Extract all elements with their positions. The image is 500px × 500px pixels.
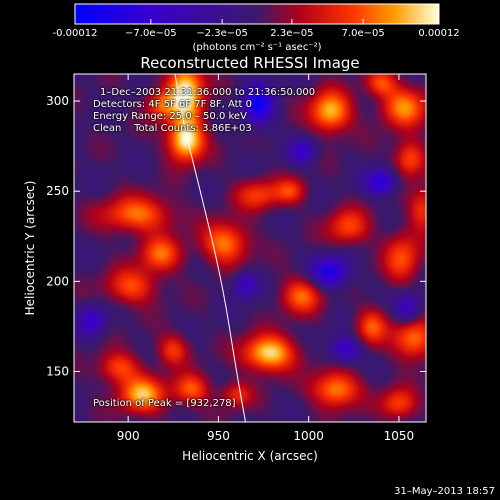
heatmap-image xyxy=(74,74,426,422)
x-axis-label: Heliocentric X (arcsec) xyxy=(182,449,318,463)
annotation-energy: Energy Range: 25.0 – 50.0 keV xyxy=(93,111,247,122)
colorbar-tick-label: 0.00012 xyxy=(418,28,459,39)
annotation-peak: Position of Peak = [932,278] xyxy=(93,398,236,409)
colorbar xyxy=(74,3,440,25)
x-tick-label: 1000 xyxy=(293,429,324,443)
colorbar-tick-label: −2.3e−05 xyxy=(196,28,248,39)
x-tick-label: 1050 xyxy=(384,429,415,443)
y-axis-ticks: 150 200 250 300 xyxy=(46,94,426,379)
colorbar-tick-label: -0.00012 xyxy=(53,28,98,39)
annotation-clean: Clean Total Counts: 3.86E+03 xyxy=(93,123,252,134)
x-axis-ticks: 900 950 1000 1050 xyxy=(117,74,414,443)
x-tick-label: 900 xyxy=(117,429,140,443)
y-axis-label: Heliocentric Y (arcsec) xyxy=(23,181,37,316)
colorbar-units: (photons cm⁻² s⁻¹ asec⁻²) xyxy=(192,42,321,53)
annotation-time: 1–Dec–2003 21:31:36.000 to 21:36:50.000 xyxy=(100,87,316,98)
solar-limb-line xyxy=(174,74,246,422)
y-tick-label: 250 xyxy=(46,184,69,198)
footer-timestamp: 31–May–2013 18:57 xyxy=(394,486,495,497)
colorbar-tick-label: 2.3e−05 xyxy=(270,28,313,39)
colorbar-ticks: -0.00012 −7.0e−05 −2.3e−05 2.3e−05 7.0e−05 0.… xyxy=(53,19,460,39)
colorbar-tick-label: −7.0e−05 xyxy=(125,28,177,39)
y-tick-label: 200 xyxy=(46,274,69,288)
plot-frame xyxy=(73,73,427,423)
chart-title: Reconstructed RHESSI Image xyxy=(140,54,359,72)
colorbar-tick-label: 7.0e−05 xyxy=(342,28,385,39)
annotation-detectors: Detectors: 4F 5F 6F 7F 8F, Att 0 xyxy=(93,99,253,110)
y-tick-label: 300 xyxy=(46,94,69,108)
x-tick-label: 950 xyxy=(207,429,230,443)
y-tick-label: 150 xyxy=(46,365,69,379)
